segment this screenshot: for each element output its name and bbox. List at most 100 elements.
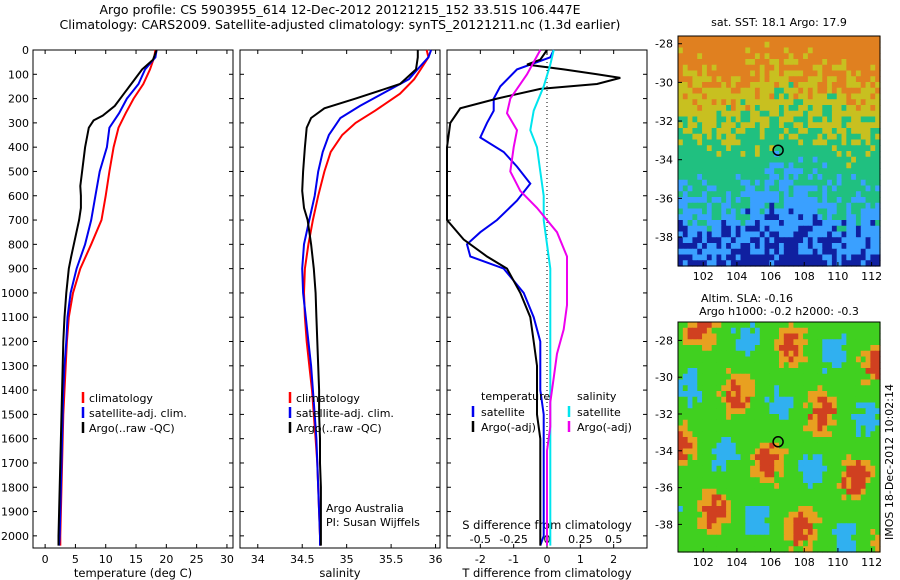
map-cell xyxy=(779,47,785,54)
map-cell xyxy=(783,442,790,450)
map-cell xyxy=(817,128,823,135)
map-cell xyxy=(687,197,694,204)
map-cell xyxy=(798,76,804,83)
map-cell xyxy=(812,93,819,100)
map-cell xyxy=(711,208,718,215)
map-cell xyxy=(803,93,809,100)
map-cell xyxy=(769,350,775,358)
map-cell xyxy=(841,202,847,210)
map-cell xyxy=(836,237,843,244)
map-cell xyxy=(759,488,766,496)
map-cell xyxy=(870,379,876,386)
map-cell xyxy=(860,168,867,175)
map-cell xyxy=(774,110,780,118)
map-cell xyxy=(735,208,742,215)
map-cell xyxy=(764,477,770,484)
map-cell xyxy=(822,151,828,158)
map-cell xyxy=(687,145,694,152)
map-cell xyxy=(730,197,737,204)
map-cell xyxy=(740,333,746,340)
map-cell xyxy=(875,260,881,267)
map-cell xyxy=(774,350,780,358)
map-cell xyxy=(726,133,732,141)
map-cell xyxy=(735,460,742,467)
map-cell xyxy=(740,202,746,210)
map-cell xyxy=(836,362,843,369)
map-cell xyxy=(687,506,694,513)
map-cell xyxy=(865,168,871,175)
map-cell xyxy=(745,454,751,461)
map-cell xyxy=(783,202,790,210)
map-cell xyxy=(721,174,727,181)
map-cell xyxy=(851,59,857,66)
map-cell xyxy=(692,59,698,66)
map-cell xyxy=(678,145,684,152)
map-cell xyxy=(774,500,780,507)
map-cell xyxy=(836,122,843,129)
map-cell xyxy=(764,356,770,363)
map-cell xyxy=(870,82,876,89)
map-cell xyxy=(841,442,847,450)
map-cell xyxy=(846,116,852,123)
map-cell xyxy=(793,362,799,369)
map-cell xyxy=(721,414,727,421)
map-cell xyxy=(745,243,751,250)
plot-frame xyxy=(239,49,441,549)
map-cell xyxy=(827,202,833,210)
map-cell xyxy=(841,64,847,72)
map-cell xyxy=(860,385,867,392)
map-cell xyxy=(774,425,780,432)
map-cell xyxy=(807,202,814,210)
map-cell xyxy=(769,425,775,432)
map-cell xyxy=(706,128,713,135)
map-cell xyxy=(721,379,727,386)
legend-label: satellite-adj. clim. xyxy=(89,407,187,420)
map-cell xyxy=(860,41,867,49)
map-cell xyxy=(807,162,814,169)
map-cell xyxy=(702,494,708,501)
map-cell xyxy=(702,483,708,490)
map-cell xyxy=(855,151,862,158)
map-cell xyxy=(846,414,852,421)
map-cell xyxy=(807,197,814,204)
map-cell xyxy=(788,448,795,455)
map-cell xyxy=(721,437,727,444)
map-cell xyxy=(817,339,823,346)
map-cell xyxy=(817,64,823,72)
map-cell xyxy=(822,191,828,198)
map-cell xyxy=(774,511,780,519)
map-cell xyxy=(697,133,703,141)
map-cell xyxy=(803,191,809,198)
map-cell xyxy=(788,379,795,386)
map-cell xyxy=(788,546,795,553)
map-cell xyxy=(846,168,852,175)
map-cell xyxy=(817,477,823,484)
map-cell xyxy=(730,373,737,381)
map-cell xyxy=(817,179,823,187)
map-cell xyxy=(827,322,833,329)
map-cell xyxy=(865,116,871,123)
map-cell xyxy=(803,122,809,129)
map-cell xyxy=(774,214,780,221)
map-cell xyxy=(745,327,751,335)
map-cell xyxy=(783,488,790,496)
map-cell xyxy=(682,379,689,386)
map-cell xyxy=(860,454,867,461)
map-cell xyxy=(875,156,881,164)
map-cell xyxy=(774,419,780,427)
map-cell xyxy=(793,488,799,496)
map-cell xyxy=(827,191,833,198)
map-cell xyxy=(692,53,698,60)
map-cell xyxy=(817,191,823,198)
map-cell xyxy=(807,116,814,123)
map-cell xyxy=(702,511,708,519)
map-cell xyxy=(706,471,713,478)
map-cell xyxy=(812,356,819,363)
map-cell xyxy=(692,448,698,455)
map-cell xyxy=(860,82,867,89)
map-cell xyxy=(817,208,823,215)
map-cell xyxy=(759,448,766,455)
map-cell xyxy=(754,460,761,467)
map-cell xyxy=(745,168,751,175)
